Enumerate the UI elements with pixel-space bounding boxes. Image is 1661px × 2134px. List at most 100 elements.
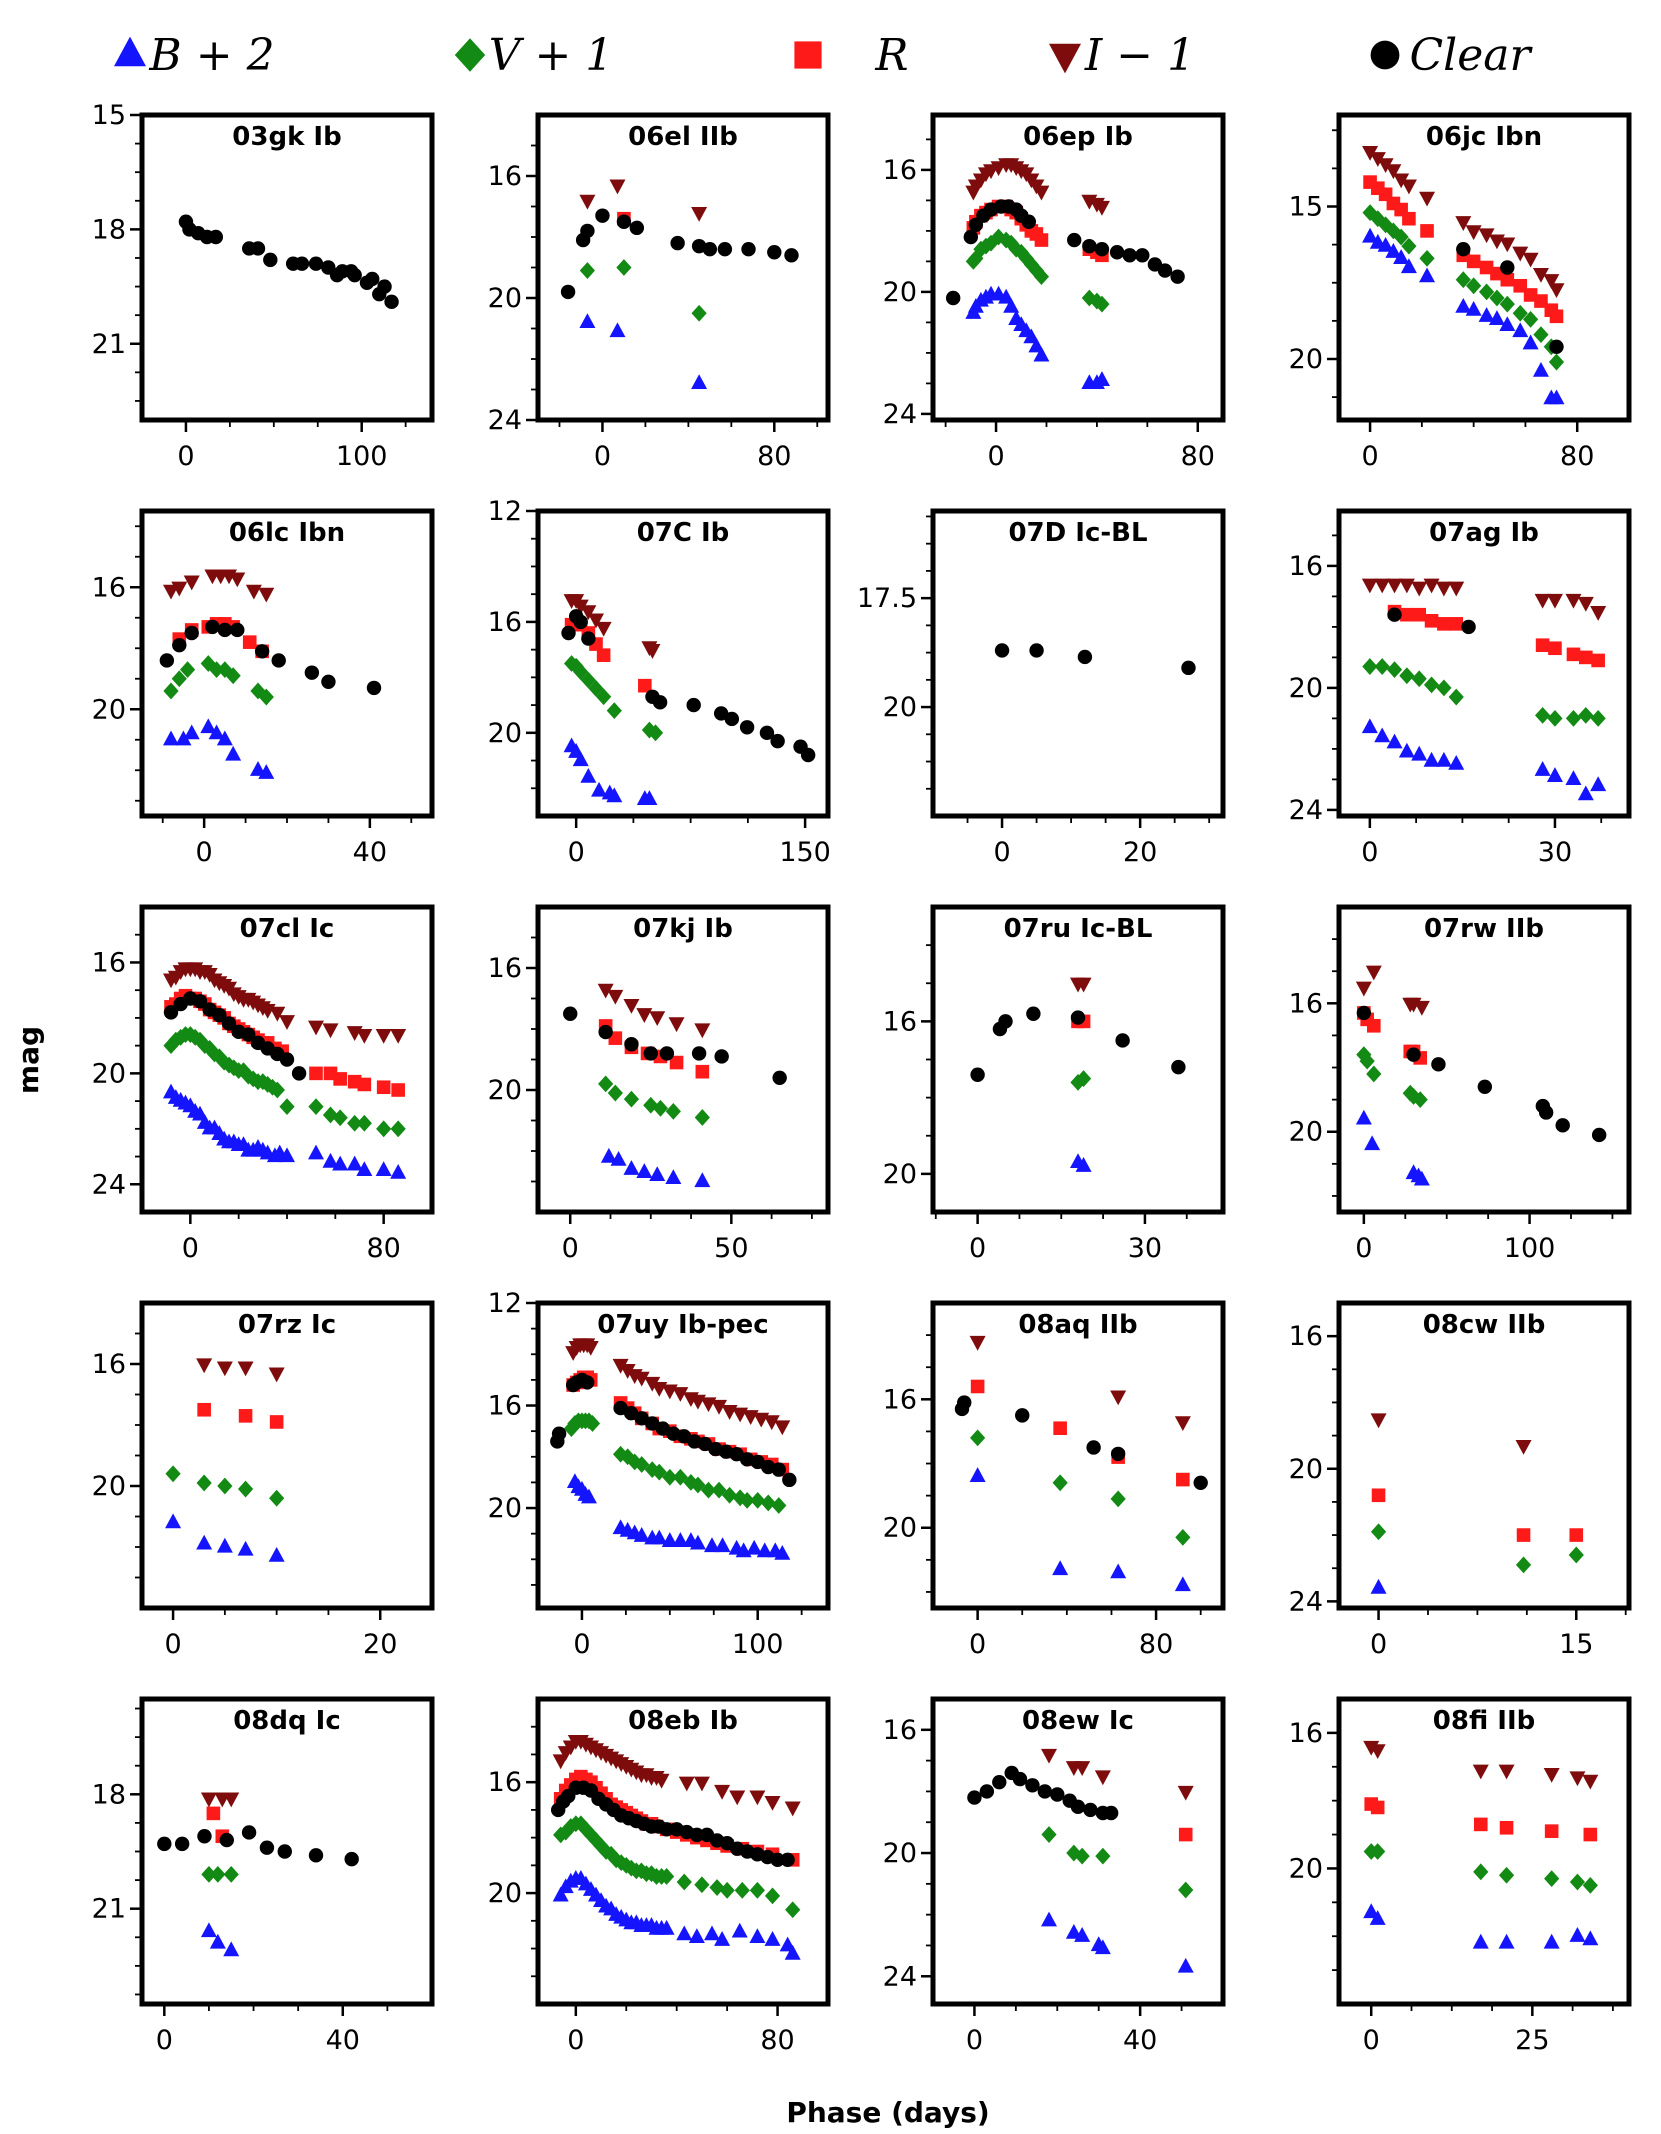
data-point-V	[1370, 1843, 1386, 1860]
y-tick-label: 16	[1289, 1718, 1323, 1749]
data-point-I	[653, 1773, 670, 1789]
data-point-R	[1535, 638, 1550, 652]
data-point-B	[1361, 718, 1378, 734]
data-point-B	[651, 1529, 668, 1545]
data-point-B	[209, 1933, 226, 1949]
data-point-I	[1385, 164, 1402, 180]
data-point-C	[208, 229, 224, 245]
data-point-V	[1110, 1490, 1126, 1508]
data-point-V	[583, 1826, 599, 1844]
y-tick-label: 16	[1289, 551, 1323, 582]
data-point-I	[693, 1776, 710, 1792]
data-point-B	[216, 730, 233, 746]
data-point-C	[1181, 660, 1196, 676]
x-tick-label: 80	[366, 1233, 400, 1264]
data-point-I	[322, 1023, 339, 1039]
data-point-R	[1402, 211, 1416, 226]
panel-data	[178, 214, 399, 310]
data-point-R	[1053, 1421, 1067, 1436]
data-point-C	[689, 1827, 705, 1843]
data-point-R	[238, 1409, 253, 1423]
panel-data	[967, 1748, 1194, 1973]
data-point-V	[1175, 1528, 1191, 1546]
panel-frame	[930, 508, 1226, 819]
data-point-C	[384, 294, 399, 310]
x-tick-label: 0	[966, 2025, 983, 2056]
data-point-C	[1356, 1005, 1372, 1021]
data-point-B	[704, 1925, 720, 1941]
data-point-B	[216, 1537, 233, 1553]
data-point-R	[242, 635, 257, 649]
y-tick-label: 16	[488, 161, 522, 192]
data-point-V	[683, 1474, 699, 1491]
data-point-R	[1371, 1488, 1386, 1503]
panel-title: 06el IIb	[628, 122, 738, 152]
data-point-C	[1170, 269, 1185, 284]
data-point-I	[200, 1792, 217, 1808]
data-point-V	[201, 1865, 217, 1883]
y-tick-label: 20	[1289, 1454, 1323, 1485]
data-point-I	[1400, 179, 1417, 195]
data-point-C	[771, 1462, 786, 1477]
y-tick-label: 20	[92, 1471, 126, 1502]
data-point-R	[1523, 288, 1538, 302]
x-tick-label: 0	[594, 441, 611, 472]
data-point-B	[1488, 310, 1505, 325]
data-point-V	[1074, 1847, 1090, 1865]
y-tick-label: 15	[92, 100, 126, 131]
data-point-B	[1093, 371, 1110, 386]
data-point-V	[983, 234, 999, 252]
data-point-V	[1478, 283, 1495, 301]
data-point-V	[694, 1109, 710, 1126]
data-point-B	[196, 1534, 213, 1550]
panel-data	[994, 643, 1196, 676]
x-tick-label: 40	[1123, 2025, 1157, 2056]
x-tick-label: 150	[779, 837, 831, 868]
data-point-B	[1386, 733, 1403, 749]
data-point-B	[237, 1540, 254, 1556]
data-point-V	[1370, 1523, 1387, 1541]
data-point-C	[1406, 1047, 1421, 1062]
x-tick-label: 30	[1128, 1233, 1162, 1264]
panel-title: 08dq Ic	[233, 1706, 341, 1736]
data-point-C	[221, 1016, 237, 1031]
data-point-R	[1176, 1472, 1190, 1487]
data-point-B	[1052, 1560, 1069, 1576]
data-point-C	[308, 256, 324, 271]
data-point-V	[1052, 1474, 1068, 1492]
data-point-V	[308, 1098, 324, 1116]
y-tick-label: 16	[92, 947, 126, 978]
data-point-I	[711, 1399, 728, 1415]
panel-frame	[139, 112, 435, 423]
legend-entry-V: V + 1	[454, 30, 613, 81]
panel-data	[159, 569, 382, 779]
panel-data	[954, 1335, 1208, 1592]
panel-title: 07cl Ic	[240, 914, 335, 944]
legend-entry-B: B + 2	[114, 30, 275, 81]
data-point-V	[1081, 289, 1097, 307]
data-point-C	[560, 284, 576, 300]
data-point-C	[1387, 607, 1402, 622]
data-point-I	[1365, 965, 1382, 981]
y-tick-label: 16	[1289, 1321, 1323, 1352]
data-point-C	[1082, 238, 1097, 254]
data-point-V	[223, 1865, 239, 1883]
data-point-C	[998, 1014, 1013, 1029]
data-point-V	[1399, 667, 1415, 685]
panel-title: 07D Ic-BL	[1008, 518, 1147, 548]
data-point-C	[629, 220, 645, 236]
data-point-V	[1448, 688, 1464, 706]
data-point-V	[606, 702, 622, 720]
panel-title: 07rw IIb	[1424, 914, 1544, 944]
data-point-B	[665, 1169, 682, 1185]
x-tick-label: 20	[1123, 837, 1157, 868]
panel-data	[550, 1338, 797, 1560]
data-point-V	[1535, 706, 1551, 724]
data-point-I	[644, 1376, 661, 1392]
data-point-C	[1037, 1784, 1053, 1799]
data-point-B	[322, 1152, 339, 1168]
data-point-C	[772, 1070, 787, 1086]
data-point-V	[235, 1062, 252, 1079]
data-point-C	[377, 279, 392, 294]
data-point-B	[633, 1527, 650, 1542]
